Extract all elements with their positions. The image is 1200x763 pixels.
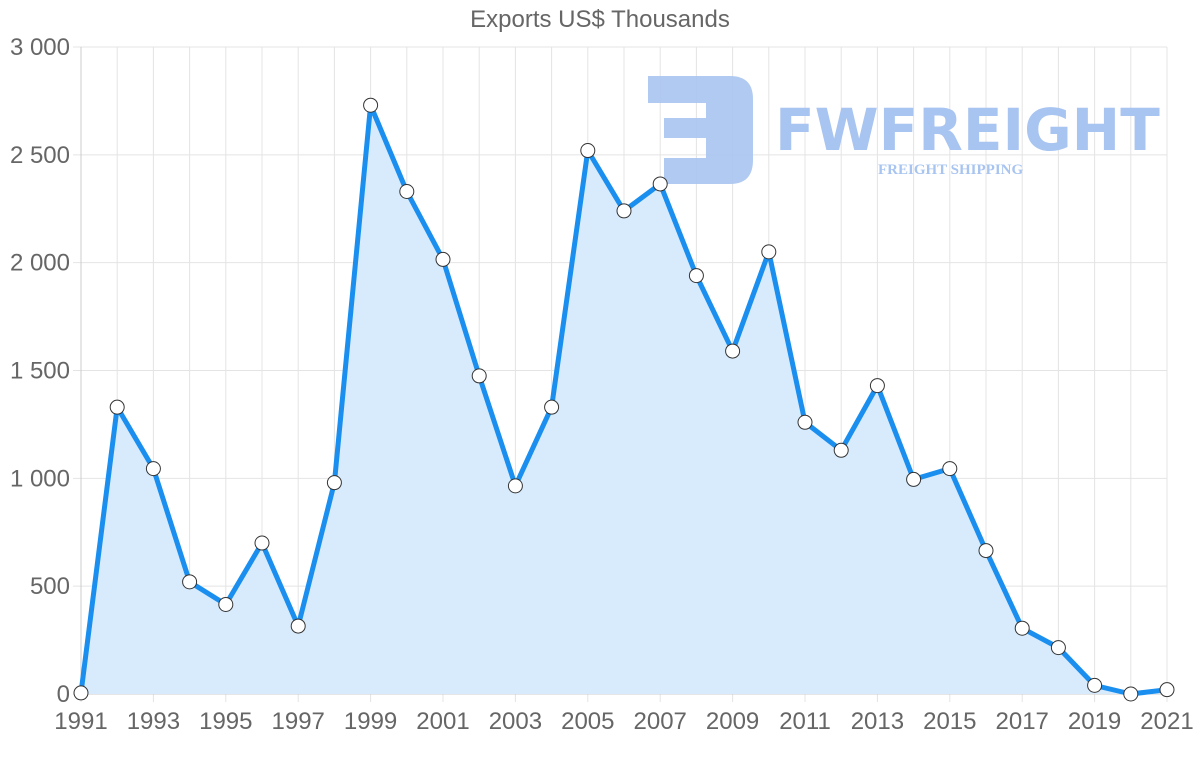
x-tick-label: 2001 — [416, 708, 469, 735]
data-point[interactable] — [73, 685, 89, 701]
y-tick-label: 2 500 — [10, 142, 70, 169]
data-point[interactable] — [290, 618, 306, 634]
x-axis: 1991 1993 1995 1997 1999 2001 2003 2005 2007 2009… — [54, 708, 1193, 735]
y-tick-label: 2 000 — [10, 250, 70, 277]
watermark-tagline: FREIGHT SHIPPING — [878, 162, 1023, 178]
data-point[interactable] — [182, 574, 198, 590]
data-point[interactable] — [761, 244, 777, 260]
data-point[interactable] — [1159, 682, 1175, 698]
x-tick-label: 1991 — [54, 708, 107, 735]
y-tick-label: 500 — [30, 573, 70, 600]
x-tick-label: 2015 — [923, 708, 976, 735]
y-tick-label: 1 500 — [10, 358, 70, 385]
data-point[interactable] — [797, 414, 813, 430]
data-point[interactable] — [363, 97, 379, 113]
data-point[interactable] — [544, 399, 560, 415]
data-point[interactable] — [580, 143, 596, 159]
data-point[interactable] — [218, 596, 234, 612]
data-point[interactable] — [399, 183, 415, 199]
data-point[interactable] — [145, 461, 161, 477]
data-point[interactable] — [1123, 686, 1139, 702]
data-point[interactable] — [725, 343, 741, 359]
x-tick-label: 2013 — [851, 708, 904, 735]
data-point[interactable] — [254, 535, 270, 551]
data-point[interactable] — [942, 461, 958, 477]
x-tick-label: 2017 — [996, 708, 1049, 735]
data-point[interactable] — [1014, 620, 1030, 636]
data-point[interactable] — [109, 399, 125, 415]
data-point[interactable] — [833, 442, 849, 458]
data-point[interactable] — [1087, 677, 1103, 693]
data-point[interactable] — [435, 251, 451, 267]
area-fill — [81, 105, 1167, 695]
chart-title: Exports US$ Thousands — [470, 6, 730, 33]
x-tick-label: 2009 — [706, 708, 759, 735]
x-tick-label: 2021 — [1140, 708, 1193, 735]
watermark-logo: FWFREIGHT FREIGHT SHIPPING — [648, 76, 1160, 184]
x-tick-label: 2007 — [634, 708, 687, 735]
data-point[interactable] — [688, 268, 704, 284]
y-axis: 0 500 1 000 1 500 2 000 2 500 3 000 — [10, 34, 70, 708]
data-points — [73, 97, 1175, 702]
x-tick-label: 2011 — [779, 708, 831, 735]
y-tick-label: 0 — [57, 681, 70, 708]
y-tick-label: 1 000 — [10, 465, 70, 492]
data-point[interactable] — [471, 368, 487, 384]
data-point[interactable] — [1050, 640, 1066, 656]
x-tick-label: 2003 — [489, 708, 542, 735]
fw-logo-icon — [648, 76, 753, 184]
x-tick-label: 1995 — [199, 708, 252, 735]
x-tick-label: 1993 — [127, 708, 180, 735]
data-point[interactable] — [906, 471, 922, 487]
x-tick-label: 2019 — [1068, 708, 1121, 735]
data-point[interactable] — [869, 378, 885, 394]
data-point[interactable] — [616, 203, 632, 219]
watermark-brand: FWFREIGHT — [775, 96, 1160, 164]
data-point[interactable] — [652, 176, 668, 192]
data-point[interactable] — [978, 543, 994, 559]
x-tick-label: 2005 — [561, 708, 614, 735]
y-tick-label: 3 000 — [10, 34, 70, 61]
data-point[interactable] — [507, 478, 523, 494]
x-tick-label: 1997 — [272, 708, 325, 735]
data-point[interactable] — [326, 475, 342, 491]
x-tick-label: 1999 — [344, 708, 397, 735]
